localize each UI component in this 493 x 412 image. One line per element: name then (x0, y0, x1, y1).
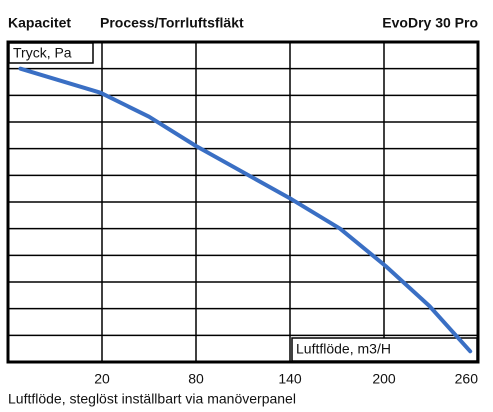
grid (8, 41, 479, 363)
x-tick-label: 80 (188, 371, 204, 387)
x-tick-label: 20 (94, 371, 110, 387)
x-tick-label: 260 (455, 371, 479, 387)
caption: Luftflöde, steglöst inställbart via manö… (8, 391, 296, 407)
plot-frame (6, 40, 480, 364)
x-tick-label: 200 (372, 371, 396, 387)
y-axis-label: Tryck, Pa (13, 45, 72, 61)
chart-title: Kapacitet (8, 15, 71, 31)
y-label-box (8, 42, 94, 64)
chart-subtitle: Process/Torrluftsfläkt (100, 15, 244, 31)
curve (18, 66, 473, 354)
x-tick-label: 140 (278, 371, 302, 387)
model-name: EvoDry 30 Pro (382, 15, 478, 31)
x-label-box (291, 337, 478, 362)
x-axis-label: Luftflöde, m3/H (296, 341, 391, 357)
